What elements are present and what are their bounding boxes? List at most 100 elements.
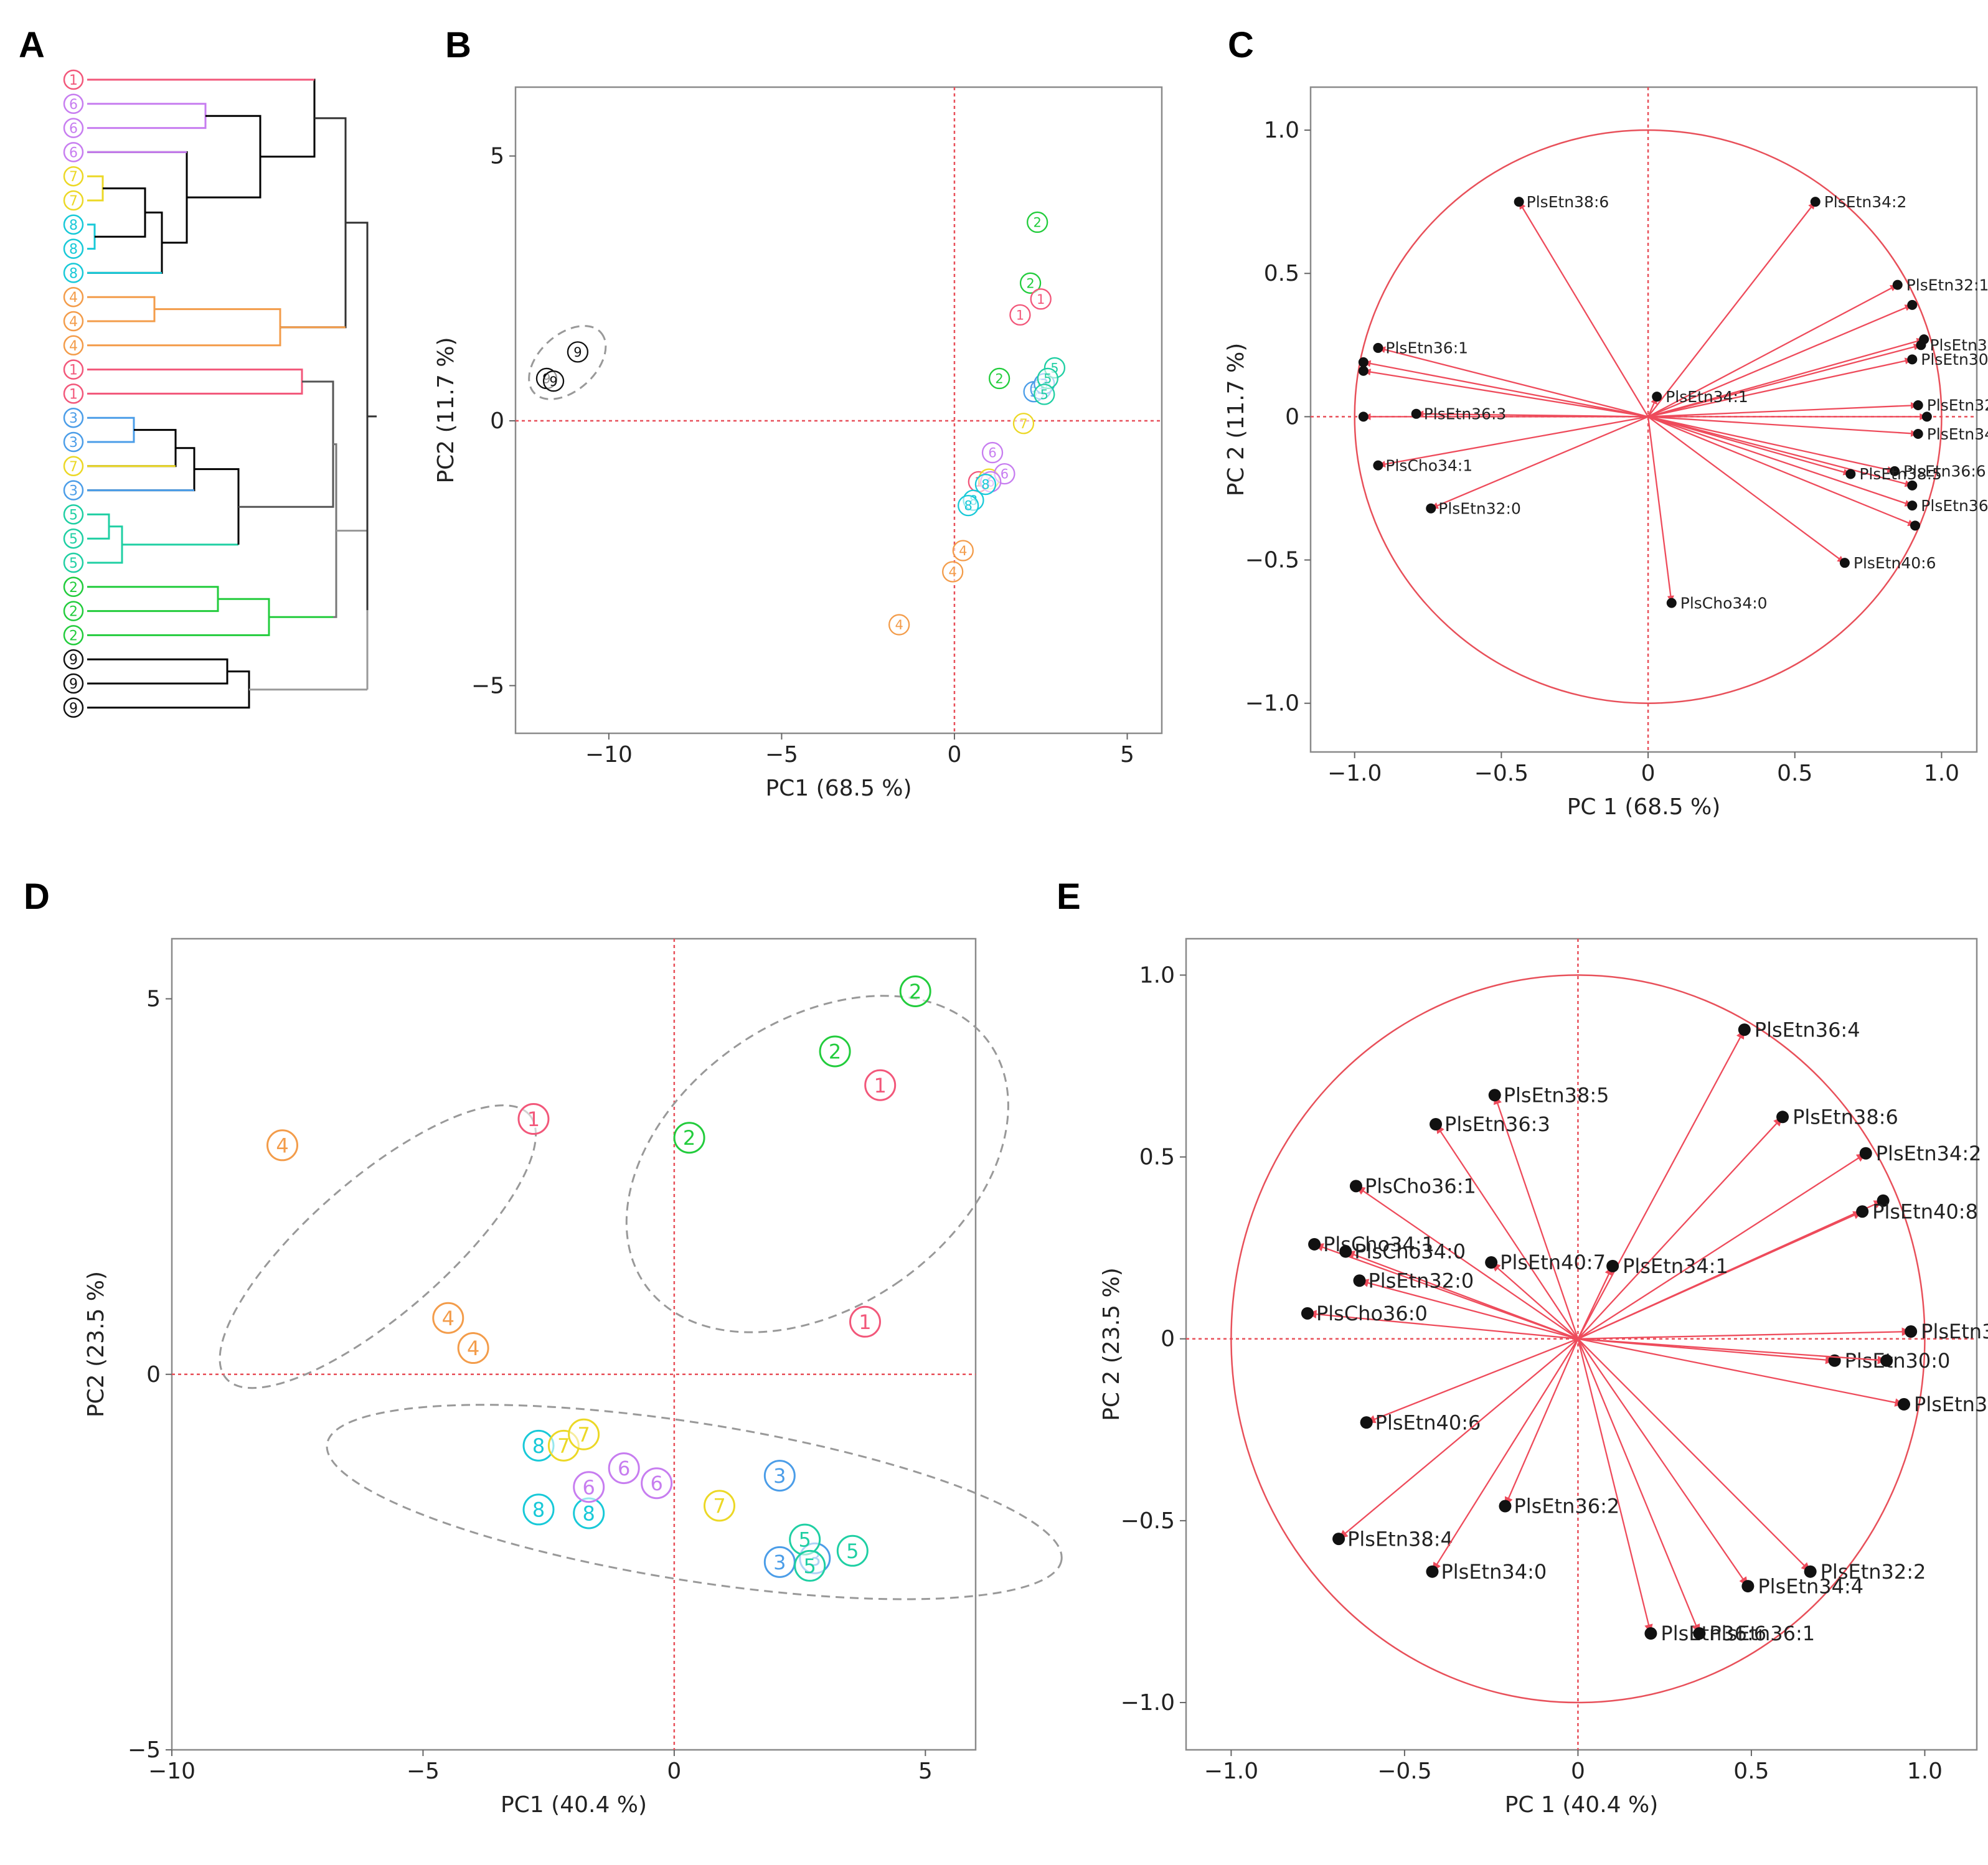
dendrogram-link	[87, 103, 207, 129]
dendrogram-leaf-label: 7	[69, 169, 78, 185]
e-loading-point	[1856, 1205, 1869, 1218]
c-loading-point	[1921, 411, 1932, 422]
b-point-label: 4	[948, 565, 956, 580]
d-point-label: 8	[532, 1434, 545, 1458]
c-loading-arrow	[1647, 338, 1924, 418]
b-point: 2	[1027, 211, 1048, 233]
c-loading-arrow	[1363, 361, 1649, 418]
e-loading-point	[1804, 1565, 1817, 1578]
d-x-tick-label: −5	[407, 1759, 440, 1784]
b-point: 2	[1019, 272, 1042, 294]
dendrogram-leaf-circle	[63, 335, 84, 356]
e-vector-label: PlsEtn40:6	[1375, 1411, 1481, 1434]
c-loading-arrow	[1647, 416, 1851, 475]
dendrogram-leaf-label: 2	[69, 580, 78, 596]
b-point-circle	[1012, 413, 1035, 435]
d-point-label: 1	[859, 1310, 871, 1334]
e-loading-point	[1738, 1023, 1751, 1036]
dendrogram-link	[87, 175, 104, 202]
d-point: 1	[849, 1305, 881, 1338]
b-y-tick-label: 0	[490, 408, 504, 434]
c-loading-point	[1907, 299, 1918, 310]
c-loading-arrow	[1647, 416, 1845, 564]
d-point: 3	[763, 1460, 796, 1492]
d-point-circle	[573, 1471, 605, 1503]
c-unit-circle	[1354, 129, 1943, 704]
d-point: 4	[457, 1332, 489, 1365]
c-vector-label: PlsEtn32:0	[1438, 499, 1521, 517]
d-point-circle	[517, 1103, 550, 1135]
b-point: 2	[988, 367, 1010, 390]
c-loading-point	[1666, 598, 1677, 608]
c-loading-point	[1892, 280, 1903, 290]
dendrogram-leaf-circle	[63, 69, 84, 90]
c-vector-label: PlsEtn38:5	[1859, 465, 1942, 483]
b-point-circle	[542, 370, 565, 392]
e-vector-label: PlsEtn36:5	[1914, 1393, 1988, 1416]
b-point-circle	[1009, 304, 1031, 326]
c-vector-label: PlsEtn36:2	[1921, 497, 1988, 515]
c-loading-arrow	[1363, 370, 1649, 418]
c-loading-arrow	[1647, 359, 1913, 418]
d-point: 4	[432, 1302, 464, 1334]
b-point-circle	[1034, 383, 1055, 405]
d-point-circle	[608, 1452, 640, 1485]
d-point-label: 6	[583, 1475, 595, 1499]
b-y-tick-label: −5	[471, 673, 504, 698]
dendrogram-link	[87, 223, 96, 250]
dendrogram-link	[87, 211, 163, 274]
e-loading-point	[1339, 1245, 1352, 1258]
c-vector-label: PlsEtn32:1	[1906, 276, 1988, 294]
e-loading-arrow	[1577, 1338, 1811, 1572]
dendrogram-leaf-label: 2	[69, 628, 78, 644]
e-loading-arrow	[1338, 1338, 1579, 1539]
e-vector-label: PlsEtn34:0	[1441, 1560, 1547, 1584]
e-loading-arrow	[1578, 1330, 1911, 1340]
d-point: 6	[608, 1452, 640, 1485]
c-x-tick-label: −0.5	[1474, 761, 1529, 786]
dendrogram-leaf-circle	[63, 383, 84, 404]
d-y-tick-label: 5	[146, 987, 161, 1012]
d-point: 2	[899, 975, 931, 1007]
c-loading-point	[1845, 469, 1856, 479]
b-point-circle	[958, 494, 979, 517]
d-cluster-ellipse	[326, 1404, 1063, 1600]
b-x-tick-label: 5	[1120, 742, 1134, 768]
e-loading-arrow	[1366, 1338, 1578, 1424]
e-loading-point	[1898, 1398, 1911, 1411]
panel-letter-b: B	[445, 25, 471, 65]
dendrogram-link	[87, 447, 196, 492]
dendrogram-link	[87, 525, 123, 564]
e-vector-label: PlsEtn34:4	[1758, 1574, 1863, 1598]
b-point-label: 2	[1033, 215, 1041, 230]
dendrogram-leaf-circle	[63, 431, 84, 453]
dendrogram-leaf-label: 9	[69, 701, 78, 716]
e-loading-point	[1349, 1180, 1362, 1193]
e-vector-label: PlsEtn32:2	[1821, 1560, 1926, 1584]
d-point: 8	[522, 1493, 555, 1526]
e-vector-label: PlsCho34:0	[1354, 1240, 1466, 1264]
dendrogram-leaf-label: 4	[69, 314, 78, 330]
dendrogram-link	[87, 369, 303, 395]
b-point: 4	[952, 540, 974, 561]
panel-letter-d: D	[24, 876, 50, 917]
c-vector-label: PlsEtn34:2	[1824, 193, 1907, 211]
dendrogram-leaf-circle	[63, 214, 84, 235]
c-y-tick-label: 1.0	[1264, 118, 1299, 143]
b-point: 5	[1037, 367, 1058, 390]
c-vector-label: PlsEtn34:1	[1665, 388, 1748, 406]
dendrogram-leaf-label: 9	[69, 652, 78, 668]
e-loading-point	[1644, 1627, 1657, 1640]
dendrogram-leaf-circle	[63, 625, 84, 646]
d-y-tick-label: −5	[128, 1737, 161, 1763]
c-loading-arrow	[1647, 284, 1898, 418]
dendrogram-leaf-circle	[63, 504, 84, 525]
c-vector-label: PlsEtn36:1	[1385, 339, 1468, 357]
e-vector-label: PlsEtn36:1	[1709, 1622, 1815, 1645]
c-vector-label: PlsEtn30:0	[1921, 350, 1988, 369]
c-y-tick-label: 0.5	[1264, 261, 1299, 286]
b-point: 4	[942, 561, 964, 583]
b-point-label: 2	[995, 372, 1003, 387]
